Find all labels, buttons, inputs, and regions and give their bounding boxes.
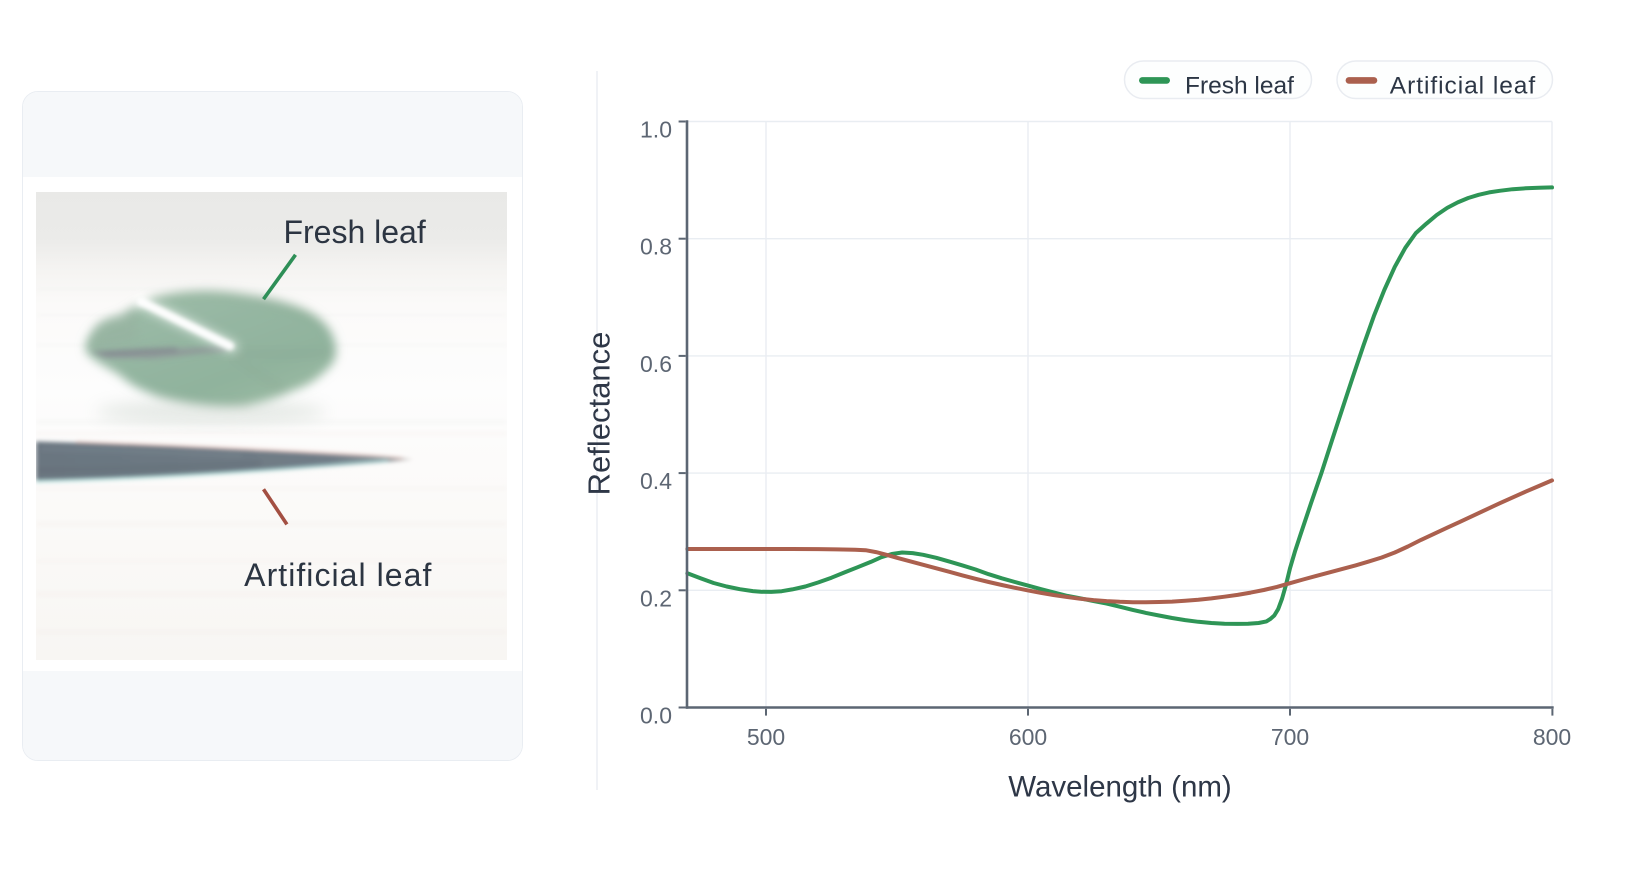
- svg-text:0.6: 0.6: [640, 351, 672, 377]
- svg-text:Reflectance: Reflectance: [582, 332, 617, 496]
- svg-text:0.8: 0.8: [640, 234, 672, 260]
- svg-text:800: 800: [1533, 724, 1571, 750]
- svg-text:Wavelength (nm): Wavelength (nm): [1008, 771, 1232, 804]
- svg-text:Fresh leaf: Fresh leaf: [283, 214, 425, 250]
- svg-text:0.0: 0.0: [640, 703, 672, 729]
- svg-text:500: 500: [747, 724, 785, 750]
- svg-text:1.0: 1.0: [640, 117, 672, 143]
- svg-text:600: 600: [1009, 724, 1047, 750]
- svg-text:Fresh leaf: Fresh leaf: [1185, 73, 1294, 100]
- svg-text:Artificial leaf: Artificial leaf: [244, 557, 432, 593]
- svg-text:700: 700: [1271, 724, 1309, 750]
- svg-text:Artificial leaf: Artificial leaf: [1390, 73, 1536, 100]
- svg-text:0.4: 0.4: [640, 468, 672, 494]
- svg-text:0.2: 0.2: [640, 585, 672, 611]
